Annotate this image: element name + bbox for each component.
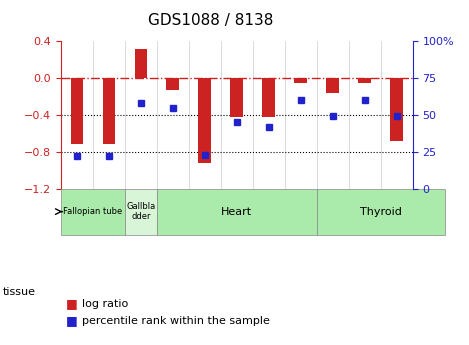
Text: ■: ■ — [66, 314, 77, 327]
FancyBboxPatch shape — [61, 189, 125, 235]
Bar — [135, 49, 147, 78]
Bar — [390, 78, 403, 141]
Bar — [70, 78, 83, 145]
Bar — [230, 78, 243, 117]
FancyBboxPatch shape — [317, 189, 445, 235]
Text: Thyroid: Thyroid — [360, 207, 401, 217]
Text: ■: ■ — [66, 297, 77, 310]
FancyBboxPatch shape — [157, 189, 317, 235]
Text: Fallopian tube: Fallopian tube — [63, 207, 122, 216]
FancyBboxPatch shape — [125, 189, 157, 235]
Text: tissue: tissue — [2, 287, 35, 296]
Text: log ratio: log ratio — [82, 299, 129, 308]
Bar — [166, 78, 179, 90]
Bar — [103, 78, 115, 145]
Bar — [263, 78, 275, 117]
Bar — [358, 78, 371, 83]
Bar — [295, 78, 307, 83]
Bar — [326, 78, 339, 93]
Bar — [198, 78, 211, 163]
Text: Gallbla
dder: Gallbla dder — [126, 202, 156, 221]
Text: Heart: Heart — [221, 207, 252, 217]
Text: percentile rank within the sample: percentile rank within the sample — [82, 316, 270, 326]
Text: GDS1088 / 8138: GDS1088 / 8138 — [148, 13, 274, 28]
